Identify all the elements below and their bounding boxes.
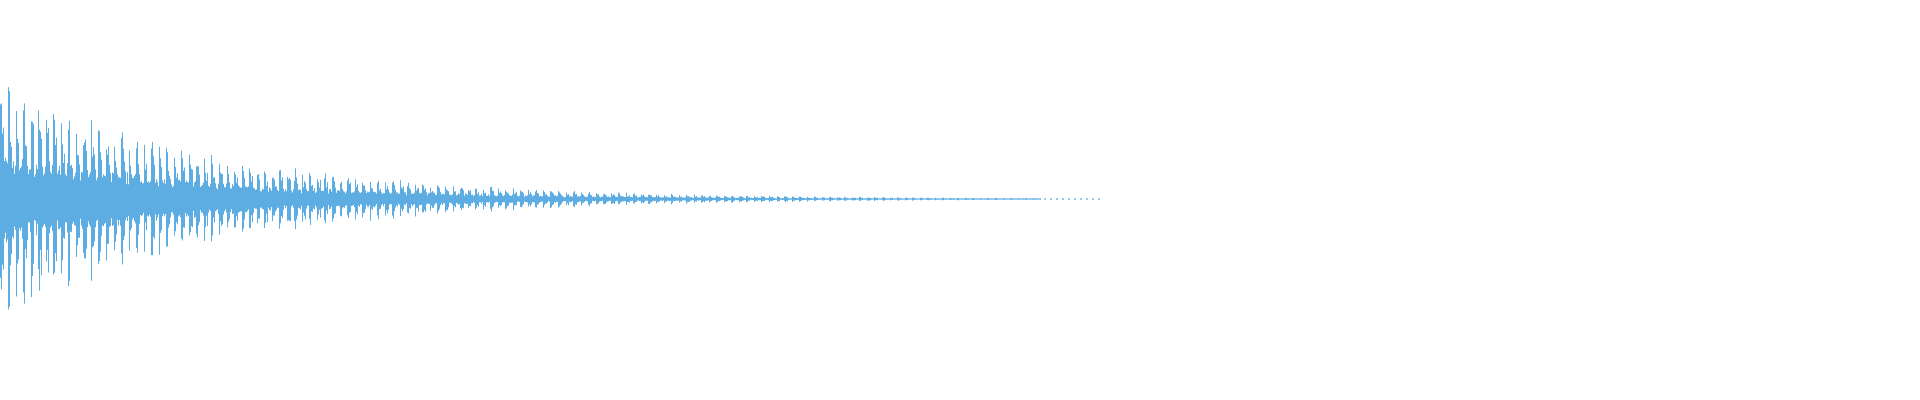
waveform (0, 87, 1100, 310)
